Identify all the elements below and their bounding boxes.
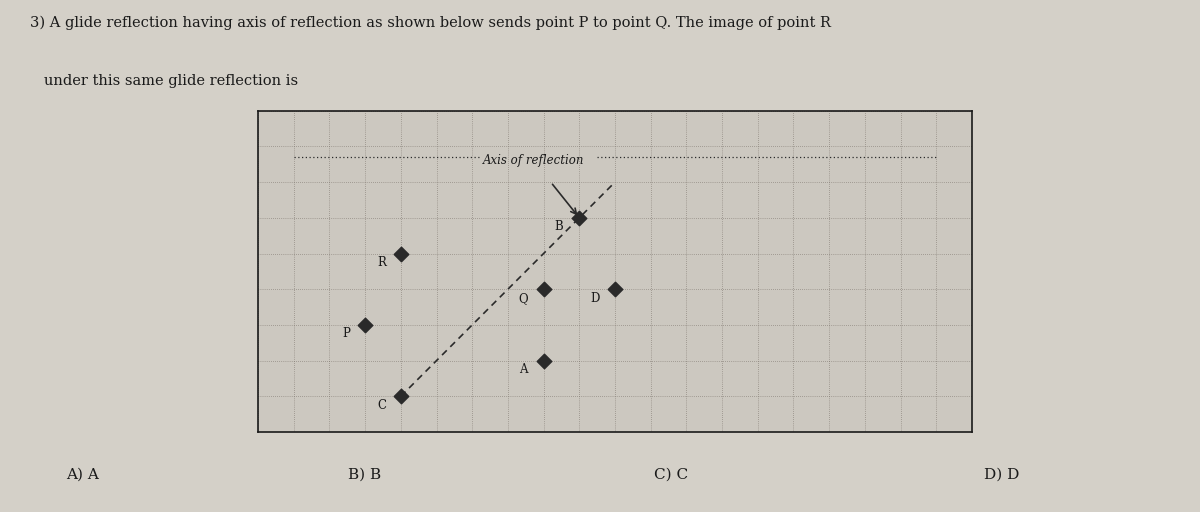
Point (391, 392, 410, 400)
Point (534, 285, 553, 293)
Point (534, 356, 553, 365)
Text: D) D: D) D (984, 467, 1019, 481)
Point (355, 321, 374, 329)
Point (606, 285, 625, 293)
Text: B) B: B) B (348, 467, 382, 481)
Text: Axis of reflection: Axis of reflection (482, 154, 584, 167)
Text: A) A: A) A (66, 467, 98, 481)
Text: Q: Q (518, 292, 528, 305)
Text: R: R (378, 256, 386, 269)
Point (391, 249, 410, 258)
Text: under this same glide reflection is: under this same glide reflection is (30, 74, 298, 88)
Text: C: C (378, 399, 386, 412)
Text: C) C: C) C (654, 467, 688, 481)
Text: 3) A glide reflection having axis of reflection as shown below sends point P to : 3) A glide reflection having axis of ref… (30, 15, 830, 30)
Text: P: P (342, 327, 349, 340)
Text: D: D (590, 292, 599, 305)
Point (570, 214, 589, 222)
Text: B: B (554, 220, 563, 233)
Text: A: A (518, 363, 527, 376)
